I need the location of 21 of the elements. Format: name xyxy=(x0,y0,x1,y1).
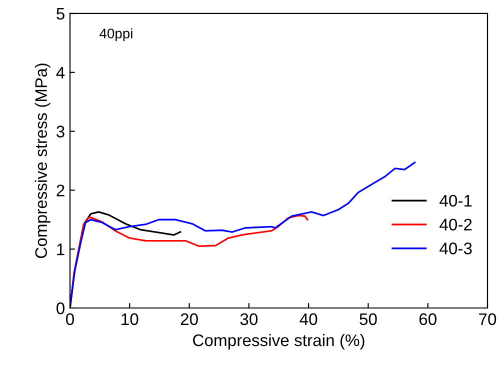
legend-label: 40-2 xyxy=(440,218,472,230)
x-tick-label: 0 xyxy=(66,313,74,326)
x-tick-label: 20 xyxy=(180,313,198,326)
x-axis-title: Compressive strain (%) xyxy=(193,334,364,350)
y-tick-label: 2 xyxy=(56,184,64,196)
x-tick-label: 70 xyxy=(479,313,496,326)
y-axis-title: Compressive stress (MPa) xyxy=(34,64,50,258)
x-tick-label: 10 xyxy=(122,313,138,326)
x-tick-label: 40 xyxy=(300,313,318,326)
x-tick-label: 50 xyxy=(360,313,377,326)
y-tick-label: 0 xyxy=(56,302,64,314)
y-tick-label: 4 xyxy=(56,66,65,78)
annotation: 40ppi xyxy=(100,28,132,42)
y-tick-label: 5 xyxy=(56,8,64,20)
legend-label: 40-3 xyxy=(440,242,472,254)
x-tick-label: 30 xyxy=(240,313,258,326)
y-tick-label: 3 xyxy=(56,126,64,138)
y-tick-label: 1 xyxy=(57,244,64,256)
x-tick-label: 60 xyxy=(419,313,436,326)
legend-label: 40-1 xyxy=(440,194,472,207)
line-series xyxy=(70,162,416,308)
